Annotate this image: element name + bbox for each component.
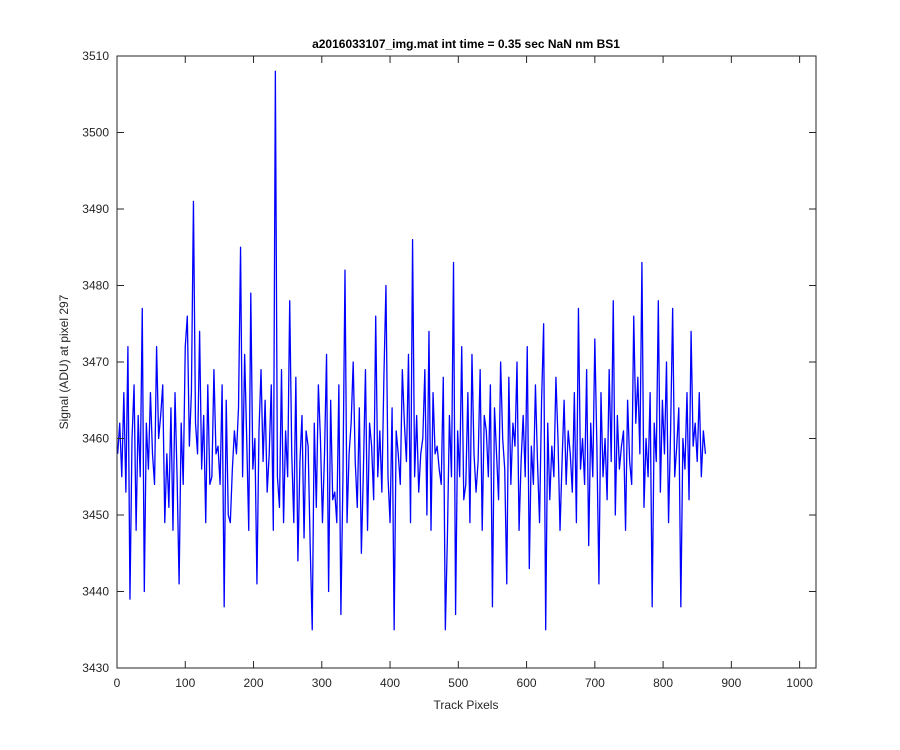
x-tick-label: 1000 [786,676,813,690]
x-axis-label: Track Pixels [434,698,499,712]
x-tick-label: 200 [244,676,264,690]
y-tick-label: 3500 [82,126,109,140]
x-tick-label: 900 [721,676,741,690]
plot-area [117,56,816,668]
y-axis-label: Signal (ADU) at pixel 297 [57,294,71,429]
series-layer [117,70,707,631]
x-tick-label: 800 [653,676,673,690]
x-tick-label: 700 [585,676,605,690]
chart-title: a2016033107_img.mat int time = 0.35 sec … [312,37,620,51]
tick-layer: 0 100 200 300 400 500 600 700 800 900 1000 3430 3440… [82,49,816,690]
series-line [117,70,707,631]
y-tick-label: 3470 [82,355,109,369]
y-tick-label: 3450 [82,508,109,522]
x-tick-label: 100 [175,676,195,690]
x-tick-label: 400 [380,676,400,690]
y-tick-label: 3510 [82,49,109,63]
x-tick-label: 600 [517,676,537,690]
x-tick-label: 0 [114,676,121,690]
y-tick-label: 3480 [82,279,109,293]
y-tick-label: 3460 [82,432,109,446]
y-tick-label: 3440 [82,585,109,599]
y-tick-label: 3490 [82,202,109,216]
y-tick-label: 3430 [82,661,109,675]
x-tick-label: 500 [448,676,468,690]
x-tick-label: 300 [312,676,332,690]
